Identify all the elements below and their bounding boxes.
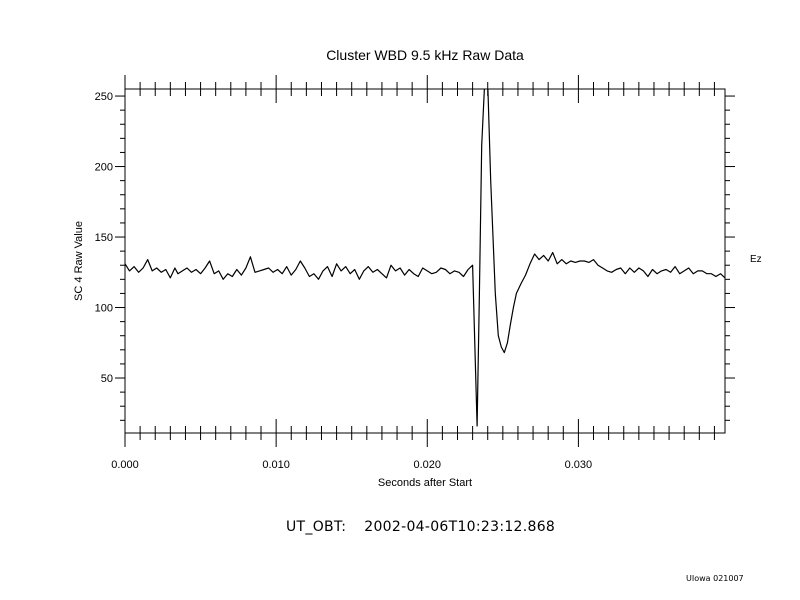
x-tick-label: 0.030 [565, 459, 593, 471]
x-tick-label: 0.000 [111, 459, 139, 471]
plot-frame [124, 88, 726, 434]
y-tick-label: 100 [95, 303, 113, 315]
right-channel-label: Ez [750, 254, 762, 265]
ut-obt-timestamp: 2002-04-06T10:23:12.868 [364, 519, 556, 535]
ut-obt-label: UT_OBT: [286, 519, 347, 535]
axis-ticks [115, 75, 735, 447]
series-group [125, 89, 725, 427]
y-tick-label: 50 [101, 373, 113, 385]
x-axis-label: Seconds after Start [378, 477, 472, 489]
y-tick-label: 250 [95, 91, 113, 103]
x-tick-label: 0.010 [262, 459, 290, 471]
tick-labels: 0.000 0.010 0.020 0.030 50 100 150 200 250 [95, 91, 593, 471]
x-tick-label: 0.020 [414, 459, 442, 471]
y-tick-label: 150 [95, 232, 113, 244]
chart-title: Cluster WBD 9.5 kHz Raw Data [326, 47, 524, 63]
ut-obt-readout: UT_OBT: 2002-04-06T10:23:12.868 [286, 519, 573, 535]
credit-label: UIowa 021007 [686, 574, 744, 583]
series-line [125, 89, 725, 427]
y-tick-label: 200 [95, 162, 113, 174]
y-axis-label: SC 4 Raw Value [73, 221, 85, 301]
